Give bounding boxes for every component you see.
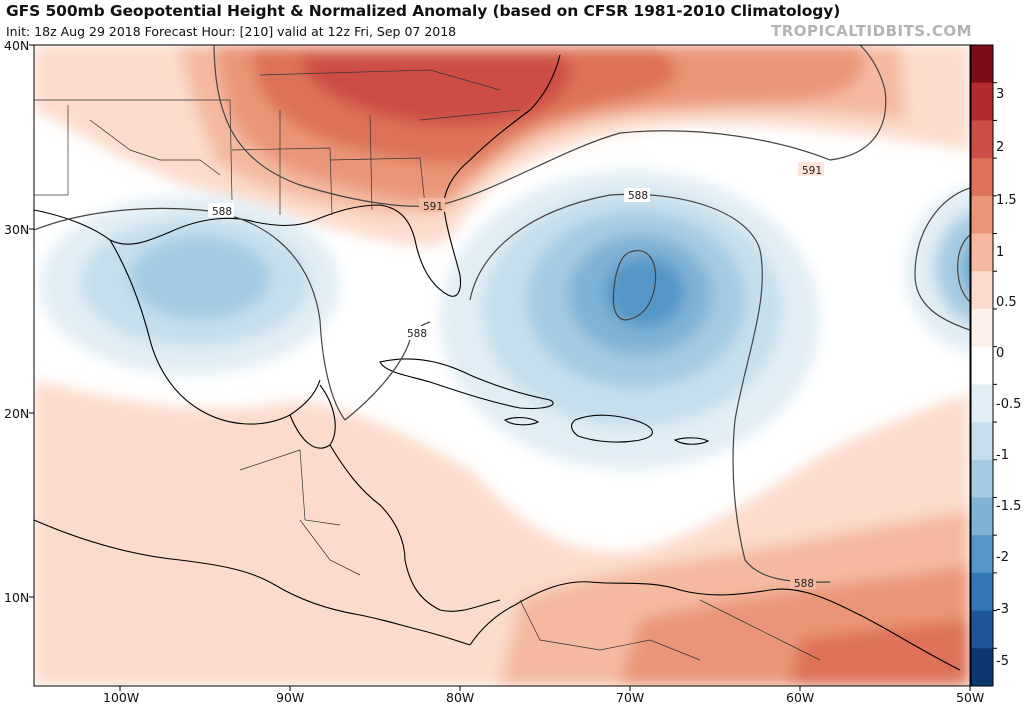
contour-label-588-atlantic: 588	[628, 190, 648, 202]
colorbar-swatch	[971, 346, 993, 385]
map-frame	[33, 44, 971, 687]
contour-label-591-east: 591	[802, 165, 822, 177]
colorbar-label-neg-5: -5	[996, 654, 1009, 669]
colorbar-label-0-5: 0.5	[996, 295, 1017, 310]
map-panel: 591 591 588 588 588 588	[34, 45, 970, 686]
map-title: GFS 500mb Geopotential Height & Normaliz…	[6, 2, 841, 20]
colorbar-swatch	[971, 158, 993, 197]
colorbar-label-1: 1	[996, 245, 1005, 260]
contour-label-588-southeast: 588	[794, 578, 814, 590]
lon-label-50w: 50W	[956, 690, 985, 705]
colorbar-label-neg-3: -3	[996, 602, 1009, 617]
contour-label-588-gulf: 588	[212, 206, 232, 218]
colorbar-swatch	[971, 195, 993, 235]
lon-label-80w: 80W	[446, 690, 475, 705]
contour-low-east	[957, 234, 970, 303]
colorbar-swatch	[971, 308, 993, 348]
positive-anomaly-shading	[34, 45, 970, 686]
colorbar-swatch	[971, 82, 993, 121]
colorbar-swatch	[971, 271, 993, 310]
colorbar-label-neg-0-5: -0.5	[996, 397, 1022, 412]
coastlines	[34, 54, 961, 671]
colorbar-swatch	[971, 233, 993, 272]
contour-591-north	[213, 45, 887, 207]
lon-label-90w: 90W	[276, 690, 305, 705]
colorbar-swatch	[971, 384, 993, 423]
lat-label-20n: 20N	[4, 406, 30, 421]
contour-label-588-florida: 588	[407, 328, 427, 340]
colorbar-swatch	[971, 610, 993, 649]
lon-label-100w: 100W	[103, 690, 140, 705]
colorbar-swatch	[971, 497, 993, 536]
contour-588-east	[914, 187, 970, 331]
contour-588-atlantic	[469, 193, 831, 583]
colorbar-label-0: 0	[996, 346, 1005, 361]
negative-anomaly-shading	[40, 170, 970, 470]
map-subtitle: Init: 18z Aug 29 2018 Forecast Hour: [21…	[6, 24, 457, 39]
colorbar-label-neg-1-5: -1.5	[996, 499, 1022, 514]
contour-label-591-west: 591	[423, 201, 443, 213]
lat-label-30n: 30N	[4, 222, 30, 237]
colorbar-swatch	[971, 422, 993, 461]
colorbar-swatch	[971, 45, 993, 84]
colorbar-label-3: 3	[996, 87, 1005, 102]
colorbar-swatch	[971, 120, 993, 159]
contour-low-center	[612, 249, 657, 321]
lat-label-10n: 10N	[4, 590, 30, 605]
political-borders	[34, 69, 821, 661]
colorbar	[970, 44, 997, 687]
colorbar-swatch	[971, 648, 993, 687]
colorbar-swatch	[971, 535, 993, 574]
lon-label-70w: 70W	[616, 690, 645, 705]
colorbar-label-neg-1: -1	[996, 448, 1009, 463]
lat-label-40n: 40N	[4, 38, 30, 53]
source-watermark: TROPICALTIDBITS.COM	[771, 22, 972, 40]
colorbar-label-1-5: 1.5	[996, 193, 1017, 208]
axis-ticks	[29, 44, 971, 691]
colorbar-swatch	[971, 459, 993, 498]
colorbar-swatch	[971, 572, 993, 612]
colorbar-frame	[970, 44, 994, 687]
colorbar-label-2: 2	[996, 140, 1005, 155]
lon-label-60w: 60W	[786, 690, 815, 705]
colorbar-label-neg-2: -2	[996, 550, 1009, 565]
